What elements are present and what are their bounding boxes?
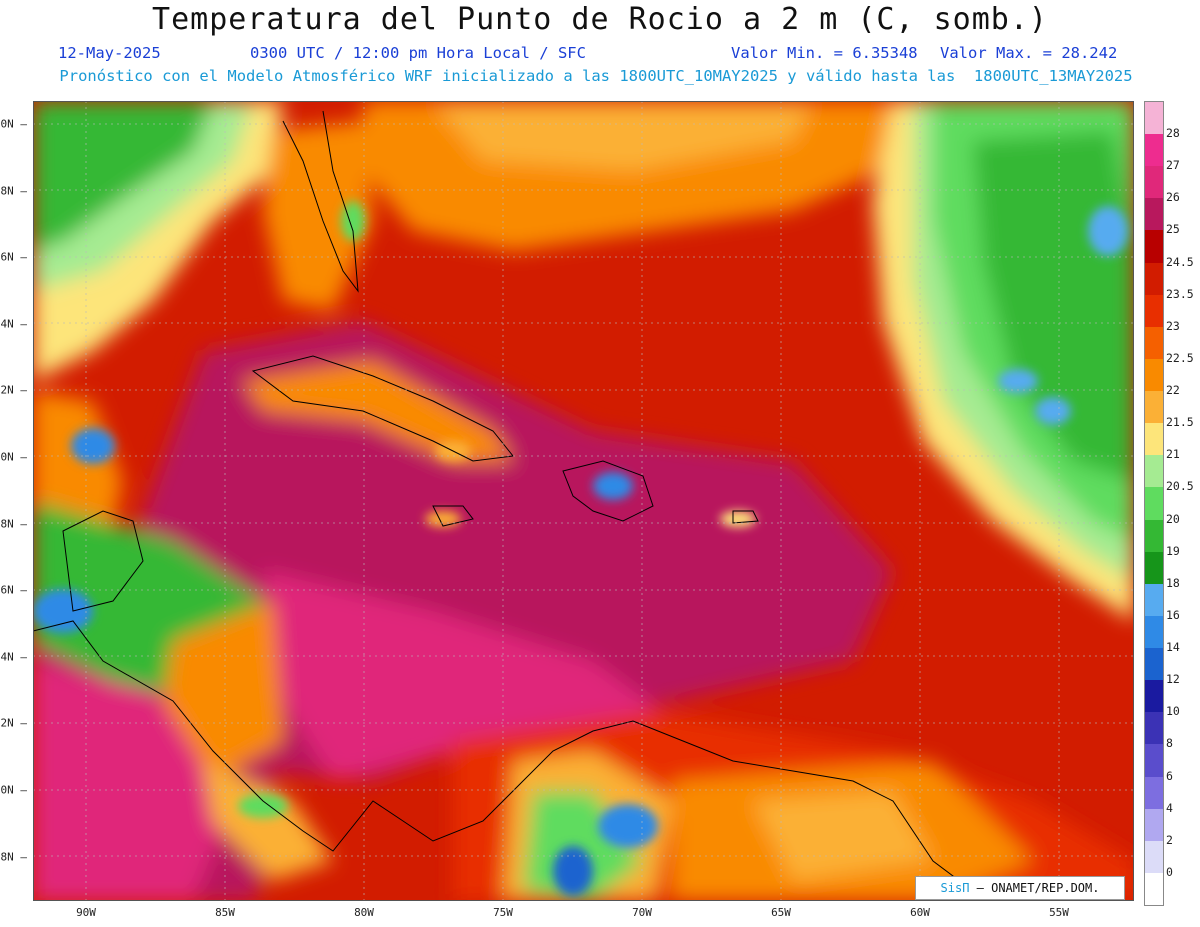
color-scale-segment	[1145, 358, 1163, 392]
lat-label: 20N –	[0, 450, 27, 464]
value-min: Valor Min. = 6.35348	[731, 44, 918, 62]
color-scale-segment	[1145, 615, 1163, 649]
credit-brand: SisΠ	[940, 881, 970, 895]
lon-label: 65W	[771, 906, 791, 919]
lon-label: 70W	[632, 906, 652, 919]
map-title: Temperatura del Punto de Rocio a 2 m (C,…	[152, 2, 1048, 37]
color-scale-segment	[1145, 583, 1163, 617]
color-scale-label: 21	[1166, 447, 1180, 462]
color-scale-label: 12	[1166, 672, 1180, 687]
color-scale-segment	[1145, 326, 1163, 360]
color-scale-label: 22	[1166, 383, 1180, 398]
color-scale-segment	[1145, 262, 1163, 296]
credit-box: SisΠ – ONAMET/REP.DOM.	[915, 876, 1125, 900]
color-scale-label: 28	[1166, 126, 1180, 141]
color-scale-label: 26	[1166, 190, 1180, 205]
color-scale-label: 19	[1166, 543, 1180, 558]
color-scale-label: 27	[1166, 158, 1180, 173]
color-scale-label: 22.5	[1166, 350, 1194, 365]
color-scale-segment	[1145, 230, 1163, 264]
color-scale-segment	[1145, 134, 1163, 167]
lat-label: 26N –	[0, 250, 27, 264]
color-scale-segment	[1145, 776, 1163, 810]
lat-label: 18N –	[0, 517, 27, 531]
color-scale-segment	[1145, 648, 1163, 681]
lat-label: 16N –	[0, 583, 27, 597]
color-scale-label: 23.5	[1166, 286, 1194, 301]
color-scale-segment	[1145, 102, 1163, 135]
lat-label: 22N –	[0, 383, 27, 397]
color-scale-label: 24.5	[1166, 254, 1194, 269]
color-scale-segment	[1145, 872, 1163, 906]
color-scale-label: 2	[1166, 832, 1173, 847]
color-scale-segment	[1145, 294, 1163, 328]
lat-label: 12N –	[0, 716, 27, 730]
forecast-time-info: 0300 UTC / 12:00 pm Hora Local / SFC	[250, 44, 586, 62]
lon-label: 75W	[493, 906, 513, 919]
color-scale-segment	[1145, 840, 1163, 874]
color-scale-label: 23	[1166, 318, 1180, 333]
color-scale-label: 21.5	[1166, 415, 1194, 430]
color-scale-segment	[1145, 166, 1163, 199]
color-scale-label: 6	[1166, 768, 1173, 783]
lon-label: 55W	[1049, 906, 1069, 919]
lat-label: 10N –	[0, 783, 27, 797]
forecast-date: 12-May-2025	[58, 44, 161, 62]
color-scale-segment	[1145, 808, 1163, 842]
color-scale-segment	[1145, 391, 1163, 424]
color-scale-segment	[1145, 198, 1163, 231]
lon-label: 60W	[910, 906, 930, 919]
lat-label: 24N –	[0, 317, 27, 331]
color-scale-label: 20	[1166, 511, 1180, 526]
color-scale-label: 18	[1166, 575, 1180, 590]
lat-label: 28N –	[0, 184, 27, 198]
color-scale-segment	[1145, 487, 1163, 521]
model-info: Pronóstico con el Modelo Atmosférico WRF…	[59, 67, 1133, 85]
color-scale-segment	[1145, 551, 1163, 585]
color-scale-segment	[1145, 423, 1163, 456]
lon-label: 85W	[215, 906, 235, 919]
lon-label: 90W	[76, 906, 96, 919]
color-scale-label: 16	[1166, 607, 1180, 622]
color-scale-segment	[1145, 519, 1163, 553]
color-scale-label: 8	[1166, 736, 1173, 751]
color-scale-segment	[1145, 744, 1163, 777]
lon-label: 80W	[354, 906, 374, 919]
color-scale-segment	[1145, 680, 1163, 713]
dewpoint-map	[33, 101, 1134, 901]
color-scale-label: 25	[1166, 222, 1180, 237]
color-scale-label: 14	[1166, 640, 1180, 655]
color-scale-label: 10	[1166, 704, 1180, 719]
value-max: Valor Max. = 28.242	[940, 44, 1118, 62]
lat-label: 8N –	[0, 850, 28, 864]
color-scale-segment	[1145, 712, 1163, 745]
color-scale-label: 4	[1166, 800, 1173, 815]
color-scale-label: 0	[1166, 864, 1173, 879]
color-scale-label: 20.5	[1166, 479, 1194, 494]
lat-label: 14N –	[0, 650, 27, 664]
color-scale	[1144, 101, 1164, 906]
lat-label: 30N –	[0, 117, 27, 131]
credit-text: – ONAMET/REP.DOM.	[976, 881, 1100, 895]
color-scale-segment	[1145, 455, 1163, 488]
